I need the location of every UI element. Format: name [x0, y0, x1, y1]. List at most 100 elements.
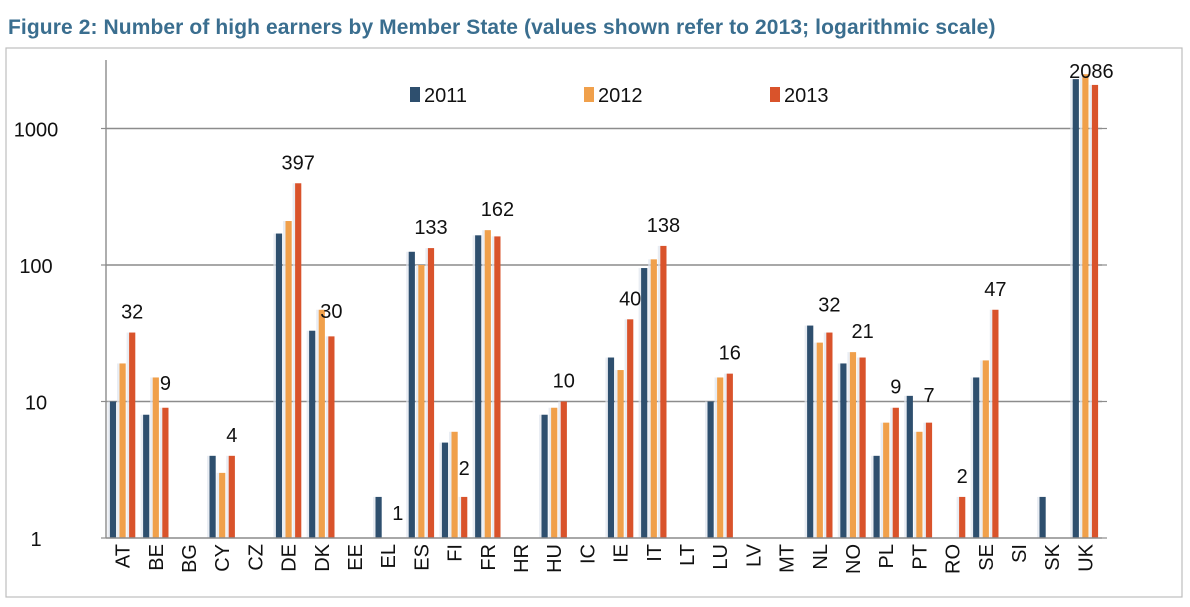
bar-shadow [406, 251, 409, 538]
x-tick-label: IE [611, 544, 633, 563]
bar-2013 [992, 309, 999, 538]
x-tick-label: EE [345, 544, 367, 571]
x-tick-label: HU [544, 544, 566, 573]
bar-shadow [539, 414, 542, 538]
bar-shadow [913, 431, 917, 538]
bar-shadow [714, 377, 718, 538]
bar-2013 [129, 332, 136, 538]
bar-shadow [273, 233, 276, 539]
bar-shadow [890, 407, 893, 538]
data-label: 2 [957, 466, 968, 488]
bar-2012 [152, 377, 159, 538]
bar-shadow [449, 431, 452, 538]
data-label: 32 [121, 302, 143, 324]
bar-shadow [871, 455, 874, 538]
bar-shadow [140, 414, 144, 538]
bar-2012 [219, 472, 226, 538]
data-label: 162 [481, 199, 514, 221]
x-tick-label: ES [411, 544, 433, 571]
bar-shadow [970, 377, 974, 538]
data-label: 4 [226, 425, 237, 447]
x-tick-label: NL [810, 544, 832, 570]
legend: 2011 2012 2013 [410, 85, 829, 107]
bar-shadow [1089, 84, 1092, 538]
x-tick-label: SE [976, 544, 998, 571]
bar-shadow [605, 357, 608, 538]
bar-2013 [892, 407, 899, 538]
bar-shadow [857, 357, 860, 538]
bar-2011 [375, 496, 382, 538]
data-label: 138 [647, 215, 680, 237]
x-tick-label: CY [212, 544, 234, 572]
chart-frame [5, 47, 1183, 598]
y-tick-label: 100 [19, 256, 52, 278]
y-tick-label: 1 [30, 529, 41, 551]
data-label: 9 [160, 373, 171, 395]
bar-2013 [494, 236, 501, 539]
bar-2012 [883, 422, 890, 538]
bar-shadow [316, 309, 319, 538]
bar-shadow [458, 496, 462, 538]
bar-shadow [150, 377, 153, 538]
bar-shadow [117, 363, 120, 538]
bar-shadow [159, 407, 163, 538]
bar-2013 [826, 332, 833, 538]
bar-shadow [648, 259, 651, 538]
bar-2011 [441, 442, 449, 538]
x-tick-label: BE [146, 544, 168, 571]
x-tick-label: HR [511, 544, 533, 573]
data-label: 16 [719, 343, 741, 365]
bar-2013 [627, 319, 634, 538]
data-label: 21 [851, 321, 873, 343]
x-tick-label: LT [677, 544, 699, 566]
bar-shadow [472, 235, 476, 538]
bar-2012 [816, 342, 823, 538]
bar-2011 [840, 363, 847, 538]
bar-2013 [859, 357, 866, 538]
bar-2011 [973, 377, 980, 538]
bar-shadow [306, 330, 310, 538]
x-tick-label: EL [378, 544, 400, 568]
chart-title: Figure 2: Number of high earners by Memb… [8, 16, 996, 39]
bar-shadow [283, 221, 286, 538]
legend-swatch-2011 [410, 87, 420, 102]
x-tick-label: AT [113, 544, 135, 568]
bar-shadow [724, 373, 727, 538]
y-tick-label: 10 [25, 393, 47, 415]
bar-2011 [541, 414, 548, 538]
bar-2012 [451, 431, 458, 538]
bar-2013 [162, 407, 169, 538]
legend-swatch-2012 [584, 87, 594, 102]
bar-shadow [415, 265, 419, 538]
bar-shadow [923, 422, 926, 538]
bar-shadow [657, 245, 661, 539]
bar-shadow [814, 342, 817, 538]
bar-2013 [328, 336, 335, 538]
bar-shadow [804, 325, 808, 538]
bar-2012 [617, 370, 624, 538]
data-label: 30 [320, 301, 342, 323]
legend-label-2011: 2011 [424, 85, 467, 107]
bar-2011 [143, 414, 150, 538]
data-label: 32 [818, 295, 840, 317]
data-label: 10 [553, 371, 575, 393]
legend-label-2012: 2012 [598, 85, 643, 107]
bar-2013 [295, 183, 302, 539]
bar-shadow [1037, 496, 1040, 538]
bar-2012 [285, 221, 292, 538]
data-label: 1 [392, 503, 403, 525]
bar-2012 [982, 360, 989, 538]
bar-2012 [849, 352, 857, 538]
bar-shadow [491, 236, 495, 539]
bar-shadow [705, 401, 708, 538]
bar-2011 [309, 330, 316, 538]
data-label: 397 [282, 152, 315, 174]
bar-2011 [109, 401, 117, 538]
bar-2011 [275, 233, 283, 539]
bar-2013 [1091, 84, 1099, 538]
bar-shadow [980, 360, 983, 538]
grid-layer [106, 127, 1102, 403]
bar-2012 [717, 377, 724, 538]
bar-shadow [216, 472, 220, 538]
